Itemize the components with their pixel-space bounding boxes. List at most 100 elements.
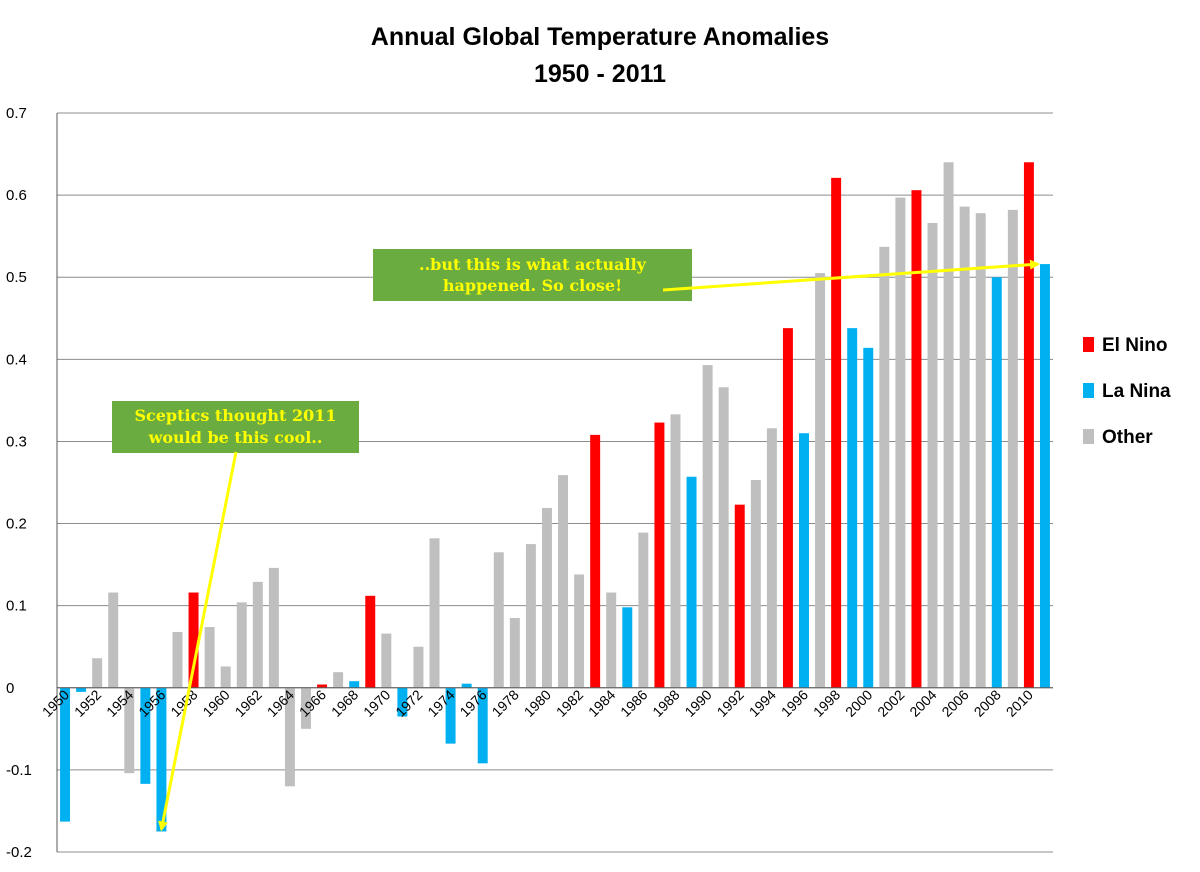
bar-1991 [719, 387, 729, 688]
y-tick-label: -0.2 [6, 844, 32, 861]
bar-1959 [205, 627, 215, 688]
bar-1987 [654, 423, 664, 688]
bar-2007 [976, 213, 986, 688]
bar-1996 [799, 433, 809, 688]
bar-1997 [815, 273, 825, 688]
bar-1993 [751, 480, 761, 688]
bar-2009 [1008, 210, 1018, 688]
x-tick-label: 1952 [71, 686, 104, 719]
bar-2005 [944, 162, 954, 688]
bar-1963 [269, 568, 279, 688]
bar-1998 [831, 178, 841, 688]
x-tick-label: 1986 [617, 686, 650, 719]
y-tick-label: 0.7 [6, 105, 27, 122]
y-tick-label: 0.6 [6, 187, 27, 204]
bar-1977 [494, 552, 504, 687]
bar-2010 [1024, 162, 1034, 688]
bar-1985 [622, 607, 632, 687]
bar-2008 [992, 277, 1002, 688]
bar-2000 [863, 348, 873, 688]
bar-1973 [430, 538, 440, 687]
x-tick-label: 1982 [553, 686, 586, 719]
y-tick-label: 0.4 [6, 351, 27, 368]
bar-1988 [671, 414, 681, 687]
bar-1970 [381, 634, 391, 688]
y-tick-label: 0 [6, 680, 14, 697]
x-tick-label: 1968 [328, 686, 361, 719]
x-tick-label: 1980 [521, 686, 554, 719]
x-tick-label: 1992 [714, 686, 747, 719]
x-tick-label: 1984 [585, 686, 618, 719]
x-tick-label: 1972 [392, 686, 425, 719]
bar-1992 [735, 505, 745, 688]
bar-1960 [221, 666, 231, 687]
bar-1984 [606, 593, 616, 688]
annotation-text-sceptics: Sceptics thought 2011 [134, 406, 336, 425]
annotation-text-actual: happened. So close! [443, 276, 622, 295]
x-tick-label: 1960 [199, 686, 232, 719]
legend-swatch [1083, 383, 1094, 398]
bar-1978 [510, 618, 520, 688]
bar-1994 [767, 428, 777, 687]
legend-swatch [1083, 337, 1094, 352]
x-tick-label: 2002 [874, 686, 907, 719]
bar-2001 [879, 247, 889, 688]
y-tick-label: 0.1 [6, 598, 27, 615]
x-tick-label: 1988 [649, 686, 682, 719]
x-tick-label: 2000 [842, 686, 875, 719]
bar-1986 [638, 533, 648, 688]
x-tick-label: 1994 [746, 686, 779, 719]
bar-1972 [413, 647, 423, 688]
bar-1969 [365, 596, 375, 688]
bar-1979 [526, 544, 536, 688]
bar-1967 [333, 672, 343, 688]
x-tick-label: 1962 [232, 686, 265, 719]
bar-1980 [542, 508, 552, 688]
bar-2003 [911, 190, 921, 688]
bar-1995 [783, 328, 793, 688]
bar-1951 [76, 688, 86, 692]
x-tick-label: 2008 [971, 686, 1004, 719]
temperature-anomaly-chart: Annual Global Temperature Anomalies 1950… [0, 0, 1200, 872]
x-tick-label: 1966 [296, 686, 329, 719]
bar-1953 [108, 593, 118, 688]
bar-1968 [349, 681, 359, 688]
x-tick-label: 1990 [681, 686, 714, 719]
y-tick-label: 0.5 [6, 269, 27, 286]
x-tick-label: 2006 [938, 686, 971, 719]
chart-title: Annual Global Temperature Anomalies [371, 23, 829, 51]
bar-1957 [173, 632, 183, 688]
bar-1952 [92, 658, 102, 688]
bar-2004 [928, 223, 938, 688]
bar-1999 [847, 328, 857, 688]
bar-2006 [960, 207, 970, 688]
y-tick-label: 0.3 [6, 433, 27, 450]
y-tick-label: -0.1 [6, 762, 32, 779]
bar-2011 [1040, 264, 1050, 688]
legend-swatch [1083, 429, 1094, 444]
x-tick-label: 2004 [906, 686, 939, 719]
y-axis-ticks: -0.2 -0.1 0 0.1 0.2 0.3 0.4 0.5 0.6 0.7 [6, 105, 32, 861]
legend-label: Other [1102, 427, 1153, 448]
bar-1989 [687, 477, 697, 688]
x-tick-label: 1998 [810, 686, 843, 719]
x-tick-label: 1978 [489, 686, 522, 719]
x-tick-label: 1970 [360, 686, 393, 719]
bar-1975 [462, 684, 472, 688]
bar-1983 [590, 435, 600, 688]
bar-1981 [558, 475, 568, 688]
legend-label: El Nino [1102, 335, 1167, 356]
chart-subtitle: 1950 - 2011 [534, 60, 666, 88]
bar-1961 [237, 602, 247, 687]
y-tick-label: 0.2 [6, 516, 27, 533]
bar-1962 [253, 582, 263, 688]
annotation-text-actual: ..but this is what actually [419, 255, 647, 274]
bar-2002 [895, 198, 905, 688]
legend: El Nino La Nina Other [1083, 335, 1171, 448]
annotation-text-sceptics: would be this cool.. [148, 428, 323, 447]
x-tick-label: 2010 [1003, 686, 1036, 719]
bar-1990 [703, 365, 713, 688]
bar-1982 [574, 574, 584, 687]
x-tick-label: 1996 [778, 686, 811, 719]
legend-label: La Nina [1102, 381, 1171, 402]
